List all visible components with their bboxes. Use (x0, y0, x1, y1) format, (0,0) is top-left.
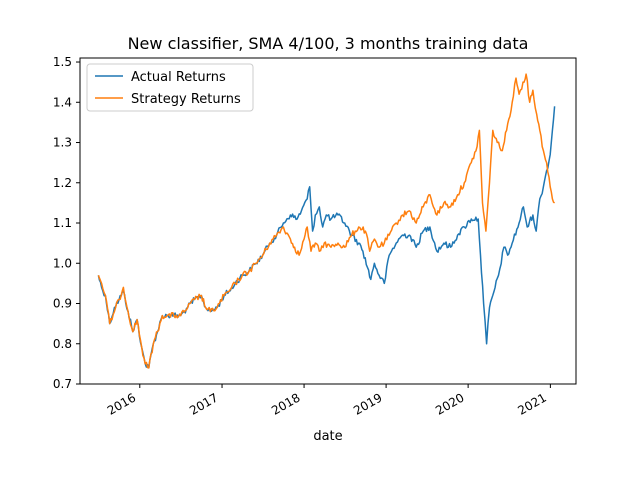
y-tick-label: 1.4 (53, 95, 72, 109)
y-tick-label: 0.7 (53, 377, 72, 391)
y-tick-label: 0.8 (53, 337, 72, 351)
plot-frame (79, 57, 577, 385)
y-tick-label: 1.1 (53, 216, 72, 230)
y-tick-label: 0.9 (53, 297, 72, 311)
legend-label-strategy-returns: Strategy Returns (131, 92, 241, 107)
y-tick-label: 1.3 (53, 136, 72, 150)
y-tick-label: 1.0 (53, 256, 72, 270)
legend-label-actual-returns: Actual Returns (131, 70, 226, 85)
chart-title: New classifier, SMA 4/100, 3 months trai… (128, 34, 529, 53)
y-axis: 0.7 0.8 0.9 1.0 1.1 1.2 1.3 1.4 1.5 (53, 55, 80, 391)
series-line-strategy-returns (97, 73, 556, 369)
legend-box (86, 63, 254, 112)
series-layer (97, 73, 556, 369)
y-tick-label: 1.5 (53, 55, 72, 69)
y-tick-label: 1.2 (53, 176, 72, 190)
x-axis-label: date (313, 429, 342, 444)
legend: Actual Returns Strategy Returns (86, 63, 254, 112)
